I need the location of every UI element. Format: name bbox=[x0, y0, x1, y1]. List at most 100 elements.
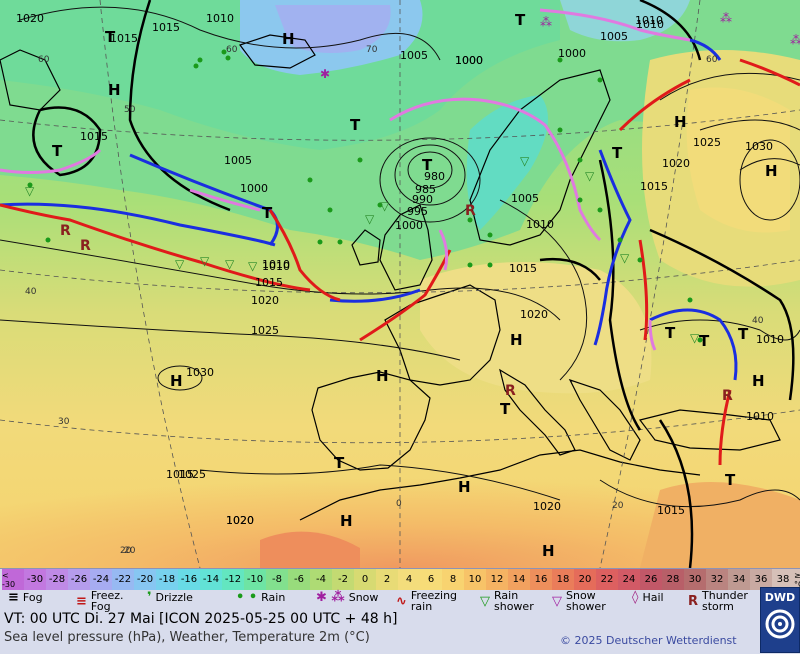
freezing-fog-icon: ≡ bbox=[76, 593, 87, 609]
svg-text:▽: ▽ bbox=[690, 331, 700, 345]
temperature-scale-cell: -10 bbox=[244, 569, 266, 590]
isobar-label: 1030 bbox=[186, 366, 214, 379]
dwd-spiral-icon bbox=[765, 609, 795, 639]
drizzle-icon: ❜ bbox=[147, 590, 152, 605]
temperature-scale-cell: -30 bbox=[24, 569, 46, 590]
high-pressure-center: H bbox=[458, 478, 471, 496]
high-pressure-center: H bbox=[765, 162, 778, 180]
dwd-logo[interactable]: DWD bbox=[760, 587, 800, 653]
svg-text:⁂: ⁂ bbox=[720, 11, 732, 25]
isobar-label: 1015 bbox=[509, 262, 537, 275]
temperature-scale-cell: 10 bbox=[464, 569, 486, 590]
isobar-label: 1000 bbox=[455, 54, 483, 67]
svg-text:▽: ▽ bbox=[225, 257, 235, 271]
temperature-scale-cell: -6 bbox=[288, 569, 310, 590]
low-pressure-center: T bbox=[334, 454, 345, 472]
isobar-label: 1010 bbox=[206, 12, 234, 25]
svg-text:R: R bbox=[505, 383, 516, 399]
isobar-label: 1005 bbox=[600, 30, 628, 43]
temperature-scale-cell: 2 bbox=[376, 569, 398, 590]
graticule-label: 20 bbox=[124, 546, 136, 556]
temperature-scale-cell: 8 bbox=[442, 569, 464, 590]
isobar-label: 1020 bbox=[16, 12, 44, 25]
svg-text:▽: ▽ bbox=[248, 259, 258, 273]
isobar-label: 995 bbox=[407, 205, 428, 218]
isobar-label: 1020 bbox=[520, 308, 548, 321]
isobar-label: 1000 bbox=[558, 47, 586, 60]
temperature-scale-cell: -28 bbox=[46, 569, 68, 590]
temperature-scale-cell: 14 bbox=[508, 569, 530, 590]
isobar-label: 1005 bbox=[400, 49, 428, 62]
temperature-scale: < -30 -30 -28 -26 -24 -22 -20 -18 -16 -14 -12 -10 -8… bbox=[2, 569, 800, 590]
low-pressure-center: T bbox=[262, 204, 273, 222]
thunderstorm-icon: R bbox=[688, 593, 699, 609]
svg-text:⁂: ⁂ bbox=[790, 33, 800, 47]
rain-icon: • • bbox=[236, 590, 258, 605]
low-pressure-center: T bbox=[612, 144, 623, 162]
hail-icon: ◊ bbox=[632, 590, 639, 605]
svg-text:▽: ▽ bbox=[365, 212, 375, 226]
isobar-label: 1015 bbox=[166, 468, 194, 481]
legend-drizzle: ❜ Drizzle bbox=[147, 590, 193, 605]
high-pressure-center: H bbox=[108, 81, 121, 99]
high-pressure-center: H bbox=[340, 512, 353, 530]
svg-text:▽: ▽ bbox=[175, 257, 185, 271]
snow-shower-icon: ▽ bbox=[552, 593, 562, 609]
svg-text:R: R bbox=[80, 238, 91, 254]
low-pressure-center: T bbox=[665, 324, 676, 342]
temperature-scale-cell: 6 bbox=[420, 569, 442, 590]
legend-hail: ◊ Hail bbox=[632, 590, 664, 605]
legend-snow-shower: ▽ Snow shower bbox=[552, 589, 606, 613]
graticule-label: 40 bbox=[752, 316, 764, 326]
isobar-label: 1010 bbox=[262, 258, 290, 271]
isobar-label: 1010 bbox=[262, 260, 290, 273]
temperature-scale-cell: < -30 bbox=[2, 569, 24, 590]
copyright: © 2025 Deutscher Wetterdienst bbox=[560, 634, 737, 647]
isobar-label: 1025 bbox=[251, 324, 279, 337]
isobar-label: 1010 bbox=[526, 218, 554, 231]
temperature-scale-cell: 24 bbox=[618, 569, 640, 590]
isobar-label: 1025 bbox=[178, 468, 206, 481]
svg-text:▽: ▽ bbox=[25, 184, 35, 198]
graticule-label: 60 bbox=[706, 55, 718, 65]
temperature-scale-cell: 32 bbox=[706, 569, 728, 590]
freezing-rain-icon: ∿ bbox=[396, 593, 407, 609]
temperature-scale-cell: -12 bbox=[222, 569, 244, 590]
high-pressure-center: H bbox=[282, 30, 295, 48]
low-pressure-center: T bbox=[699, 332, 710, 350]
isobar-label: 1020 bbox=[662, 157, 690, 170]
valid-time: VT: 00 UTC Di. 27 Mai [ICON 2025-05-25 0… bbox=[4, 611, 398, 627]
svg-text:▽: ▽ bbox=[620, 251, 630, 265]
temperature-scale-cell: 16 bbox=[530, 569, 552, 590]
isobar-label: 1015 bbox=[110, 32, 138, 45]
low-pressure-center: T bbox=[738, 325, 749, 343]
isobar-label: 980 bbox=[424, 170, 445, 183]
high-pressure-center: H bbox=[542, 542, 555, 560]
legend-thunderstorm: R Thunder storm bbox=[688, 589, 748, 613]
temperature-scale-cell: -4 bbox=[310, 569, 332, 590]
legend-fog: ≡ Fog bbox=[8, 590, 43, 605]
weather-legend: ≡ Fog ≡ Freez. Fog ❜ Drizzle • • Rain ✱ … bbox=[4, 590, 759, 612]
svg-text:R: R bbox=[722, 388, 733, 404]
graticule-label: 20 bbox=[120, 546, 132, 556]
isobar-label: 1000 bbox=[395, 219, 423, 232]
isobar-label: 1000 bbox=[240, 182, 268, 195]
isobar-label: 1005 bbox=[224, 154, 252, 167]
legend-rain-shower: ▽ Rain shower bbox=[480, 589, 534, 613]
temperature-scale-cell: ≥40 °C bbox=[794, 569, 800, 590]
low-pressure-center: T bbox=[422, 156, 433, 174]
isobar-label: 1020 bbox=[226, 514, 254, 527]
svg-text:R: R bbox=[465, 203, 476, 219]
graticule-label: 60 bbox=[226, 45, 238, 55]
temperature-scale-cell: 30 bbox=[684, 569, 706, 590]
high-pressure-center: H bbox=[376, 367, 389, 385]
isobar-label: 1025 bbox=[693, 136, 721, 149]
temperature-scale-cell: 28 bbox=[662, 569, 684, 590]
svg-text:▽: ▽ bbox=[200, 254, 210, 268]
temperature-scale-cell: 20 bbox=[574, 569, 596, 590]
isobar-label: 1010 bbox=[635, 14, 663, 27]
isobar-label: 1010 bbox=[756, 333, 784, 346]
low-pressure-center: T bbox=[52, 142, 63, 160]
low-pressure-center: T bbox=[725, 471, 736, 489]
isobar-label: 1030 bbox=[745, 140, 773, 153]
